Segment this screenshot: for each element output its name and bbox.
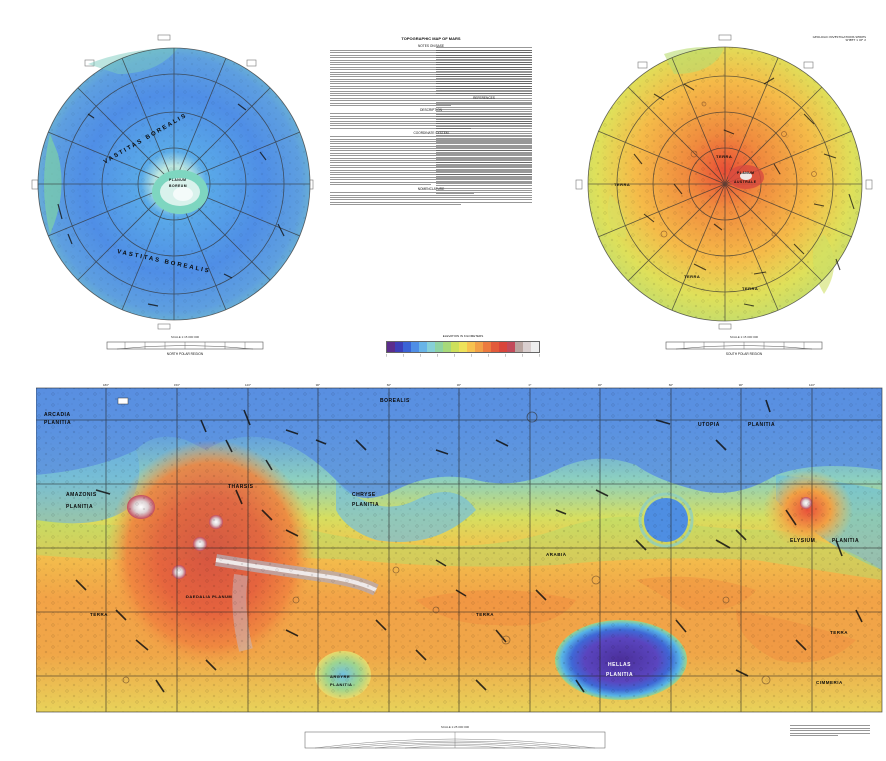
text-block-col-2: REFERENCES (436, 46, 532, 326)
north-scale-bar: SCALE 1:15 000 000 NORTH POLAR REGION (105, 334, 265, 358)
legend-ticks: | | | | | | | | | | (386, 353, 540, 357)
text-heading-coords: COORDINATE SYSTEM (413, 130, 449, 135)
label-hellas: HELLAS (608, 662, 631, 668)
svg-text:120°: 120° (245, 383, 252, 387)
svg-text:90°: 90° (739, 383, 744, 387)
label-tharsis: THARSIS (228, 484, 254, 490)
legend-swatch-18 (531, 342, 539, 352)
label-utopia-planitia: PLANITIA (748, 422, 776, 428)
legend-swatch-10 (467, 342, 475, 352)
legend-swatch-12 (483, 342, 491, 352)
label-chryse-planitia: PLANITIA (352, 502, 380, 508)
south-center-label-1: PLANUM (737, 171, 755, 175)
label-utopia: UTOPIA (698, 422, 720, 428)
label-terra-se: TERRA (830, 630, 848, 635)
text-heading-nomenclature: NOMENCLATURE (417, 186, 445, 191)
label-terra-w: TERRA (90, 612, 108, 617)
svg-text:180°: 180° (103, 383, 110, 387)
label-arcadia-planitia: PLANITIA (44, 420, 72, 426)
legend-swatch-16 (515, 342, 523, 352)
label-arabia: ARABIA (546, 552, 567, 557)
series-label: GEOLOGIC INVESTIGATIONS SERIES (812, 35, 866, 39)
svg-text:60°: 60° (669, 383, 674, 387)
label-borealis: BOREALIS (380, 398, 410, 404)
south-center-label-2: AUSTRALE (734, 180, 757, 184)
legend-swatch-7 (443, 342, 451, 352)
svg-text:90°: 90° (316, 383, 321, 387)
legend-swatch-6 (435, 342, 443, 352)
north-caption: NORTH POLAR REGION (166, 352, 204, 356)
svg-text:150°: 150° (174, 383, 181, 387)
svg-text:SCALE 1:15 000 000: SCALE 1:15 000 000 (730, 335, 759, 339)
south-caption: SOUTH POLAR REGION (725, 352, 763, 356)
legend-swatch-3 (411, 342, 419, 352)
text-block: TOPOGRAPHIC MAP OF MARS NOTES ON BASE DE… (330, 36, 532, 326)
legend-swatch-9 (459, 342, 467, 352)
text-heading-notes: NOTES ON BASE (417, 44, 445, 48)
south-terra-1: TERRA (716, 154, 733, 159)
main-scale-bar: SCALE 1:25 000 000 (300, 724, 610, 754)
south-terra-4: TERRA (742, 286, 759, 291)
label-elysium-planitia: PLANITIA (832, 538, 860, 544)
legend-swatch-8 (451, 342, 459, 352)
legend-swatch-13 (491, 342, 499, 352)
sheet-number: SHEET 1 OF 2 (845, 38, 866, 43)
label-argyre: ARGYRE (330, 674, 351, 679)
label-hellas-planitia: PLANITIA (606, 672, 634, 678)
legend-swatch-0 (387, 342, 395, 352)
label-amazonis-planitia: PLANITIA (66, 504, 94, 510)
legend-swatch-2 (403, 342, 411, 352)
south-scale-bar: SCALE 1:15 000 000 SOUTH POLAR REGION (664, 334, 824, 358)
south-terra-3: TERRA (684, 274, 701, 279)
legend-title: ELEVATION IN KILOMETERS (442, 334, 484, 338)
legend-swatch-1 (395, 342, 403, 352)
label-argyre-planitia: PLANITIA (330, 682, 353, 687)
text-heading-description: DESCRIPTION (420, 107, 442, 112)
text-heading-references: REFERENCES (473, 95, 495, 100)
legend-swatch-5 (427, 342, 435, 352)
svg-text:SCALE 1:25 000 000: SCALE 1:25 000 000 (441, 725, 470, 729)
legend-swatch-14 (499, 342, 507, 352)
legend-color-bar (386, 341, 540, 353)
elevation-legend: ELEVATION IN KILOMETERS | | | | | | | | | | (386, 334, 540, 364)
text-paragraph-4 (330, 192, 532, 206)
legend-swatch-15 (507, 342, 515, 352)
south-terra-2: TERRA (614, 182, 631, 187)
svg-text:SCALE 1:15 000 000: SCALE 1:15 000 000 (171, 335, 200, 339)
svg-text:30°: 30° (598, 383, 603, 387)
south-polar-map[interactable]: PLANUM AUSTRALE TERRA TERRA TERRA TERRA (574, 34, 876, 334)
label-cimmeria: CIMMERIA (816, 680, 843, 685)
text-paragraph-3 (330, 136, 532, 185)
svg-text:120°: 120° (809, 383, 816, 387)
text-paragraph-2 (330, 113, 532, 129)
svg-text:30°: 30° (457, 383, 462, 387)
text-paragraph-1 (330, 50, 532, 106)
north-center-label-2: BOREUM (169, 184, 188, 188)
label-arcadia: ARCADIA (44, 412, 71, 418)
svg-text:60°: 60° (387, 383, 392, 387)
map-title: TOPOGRAPHIC MAP OF MARS (401, 36, 461, 41)
label-chryse: CHRYSE (352, 492, 376, 498)
global-topographic-map[interactable]: 180° 150° 120° 90° 60° 30° 0° 30° 60° 90° 120° (35, 380, 884, 720)
label-daedalia: DAEDALIA PLANUM (186, 594, 233, 599)
north-polar-map[interactable]: VASTITAS BOREALIS VASTITAS BOREALIS PLAN… (28, 34, 320, 334)
svg-text:0°: 0° (529, 383, 533, 387)
label-amazonis: AMAZONIS (66, 492, 97, 498)
sheet-header: GEOLOGIC INVESTIGATIONS SERIES SHEET 1 O… (776, 35, 866, 43)
legend-swatch-17 (523, 342, 531, 352)
credits-block (790, 724, 870, 737)
north-center-label-1: PLANUM (169, 178, 187, 182)
legend-swatch-4 (419, 342, 427, 352)
label-terra-s: TERRA (476, 612, 494, 617)
legend-swatch-11 (475, 342, 483, 352)
label-elysium: ELYSIUM (790, 538, 816, 544)
